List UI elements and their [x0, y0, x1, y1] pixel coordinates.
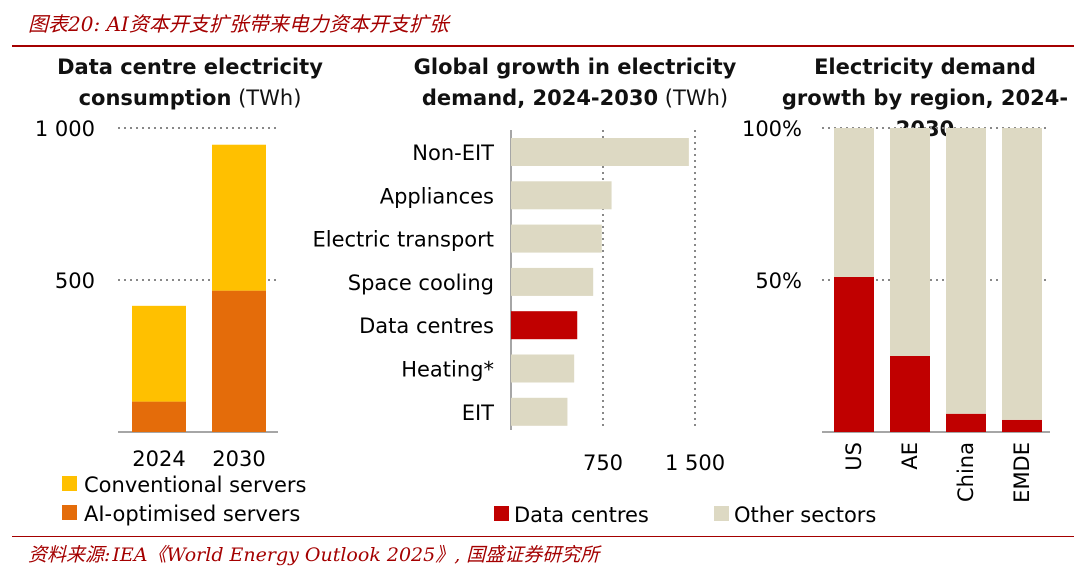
chart2-bar-data-centres	[511, 311, 578, 340]
chart2-category-label: Data centres	[359, 314, 494, 338]
chart2-bar	[511, 181, 612, 210]
chart3-ytick-label: 100%	[742, 117, 802, 141]
chart1-legend-swatch	[62, 505, 77, 520]
source-text: IEA《World Energy Outlook 2025》, 国盛证券研究所	[112, 544, 600, 566]
bottom-rule	[12, 536, 1074, 537]
chart2-bar	[511, 138, 689, 166]
chart2-category-label: Non-EIT	[412, 141, 494, 165]
chart2-category-label: Space cooling	[348, 271, 494, 295]
legend-label: Other sectors	[734, 503, 876, 527]
chart3-bar-data-centres	[890, 356, 930, 432]
chart1-title-text: Data centre electricity consumption	[57, 55, 323, 110]
chart1-legend-label: AI-optimised servers	[84, 502, 300, 526]
chart2-category-label: Electric transport	[312, 228, 494, 252]
source-label: 资料来源:	[28, 544, 111, 566]
chart3-xtick-label: US	[842, 442, 866, 471]
legend-swatch	[714, 506, 729, 521]
chart2-bar	[511, 354, 575, 383]
legend-swatch	[494, 506, 509, 521]
chart1-xtick-label: 2030	[212, 447, 265, 471]
chart3-bar-other-sectors	[890, 128, 930, 356]
chart3-bar-data-centres	[946, 413, 986, 432]
chart2-bar	[511, 267, 594, 296]
chart1-bar-conventional	[132, 305, 186, 402]
chart1-title: Data centre electricity consumption (TWh…	[50, 52, 330, 114]
chart3-xtick-label: AE	[898, 442, 922, 470]
chart2-category-label: Appliances	[380, 184, 494, 208]
source-note: 资料来源: IEA《World Energy Outlook 2025》, 国盛证…	[28, 540, 599, 567]
chart2-title-unit: (TWh)	[664, 86, 729, 110]
chart1-bar-conventional	[212, 144, 266, 291]
chart2-category-label: EIT	[462, 401, 494, 425]
chart1-bar-ai-optimised	[212, 290, 266, 432]
chart3-bar-other-sectors	[1002, 128, 1042, 420]
figure-title: 图表20: AI资本开支扩张带来电力资本开支扩张	[28, 12, 449, 36]
chart3-xtick-label: China	[954, 442, 978, 502]
chart2-bar	[511, 224, 602, 253]
chart3-bar-data-centres	[1002, 419, 1042, 432]
chart2-title-text: Global growth in electricity demand, 202…	[413, 55, 737, 110]
chart2-category-label: Heating*	[401, 358, 494, 382]
chart2-title: Global growth in electricity demand, 202…	[410, 52, 740, 114]
chart2-bar	[511, 397, 568, 426]
chart3-xtick-label: EMDE	[1010, 442, 1034, 503]
top-rule	[12, 45, 1074, 47]
chart1-title-unit: (TWh)	[238, 86, 302, 110]
chart1-legend-swatch	[62, 476, 77, 491]
chart3-bar-other-sectors	[834, 128, 874, 277]
legend-label: Data centres	[514, 503, 649, 527]
chart1-legend-label: Conventional servers	[84, 473, 307, 497]
chart3-ytick-label: 50%	[755, 269, 802, 293]
chart1-xtick-label: 2024	[132, 447, 185, 471]
chart3-bar-other-sectors	[946, 128, 986, 414]
chart3-bar-data-centres	[834, 276, 874, 432]
chart1-ytick-label: 1 000	[35, 117, 95, 141]
chart2-xtick-label: 750	[583, 451, 623, 475]
chart1-bar-ai-optimised	[132, 401, 186, 432]
chart1-ytick-label: 500	[55, 269, 95, 293]
chart2-xtick-label: 1 500	[665, 451, 725, 475]
